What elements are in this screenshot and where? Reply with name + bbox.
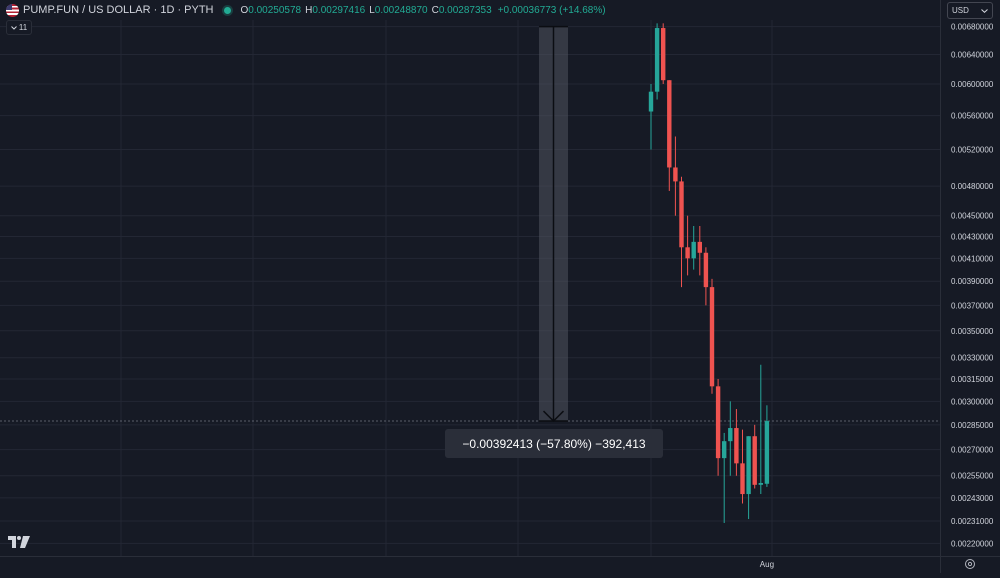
currency-select[interactable]: USD: [947, 2, 993, 19]
price-tick-label: 0.00270000: [951, 446, 994, 455]
time-tick-label: Aug: [760, 560, 774, 569]
open-key: O: [240, 4, 249, 16]
candle-body: [648, 91, 654, 112]
candle-body: [654, 28, 660, 92]
open-value: 0.00250578: [248, 4, 302, 16]
candle-body: [679, 181, 684, 248]
high-key: H: [305, 4, 313, 16]
price-tick-label: 0.00520000: [951, 146, 994, 155]
price-tick-label: 0.00220000: [951, 539, 994, 548]
price-tick-label: 0.00410000: [951, 254, 994, 263]
measure-tool[interactable]: [539, 25, 568, 423]
chevron-down-icon: [981, 8, 988, 13]
close-key: C: [431, 4, 439, 16]
candle-body: [746, 436, 751, 495]
price-tick-label: 0.00231000: [951, 517, 994, 526]
price-tick-label: 0.00680000: [951, 23, 994, 32]
price-tick-label: 0.00480000: [951, 182, 994, 191]
candle-body: [703, 252, 709, 288]
price-tick-label: 0.00560000: [951, 112, 994, 121]
gear-icon[interactable]: [964, 558, 976, 570]
candle-body: [691, 241, 696, 259]
grid: [0, 20, 940, 556]
time-axis[interactable]: Aug: [0, 556, 1000, 570]
currency-label: USD: [952, 6, 969, 15]
price-tick-label: 0.00430000: [951, 233, 994, 242]
price-tick-label: 0.00640000: [951, 50, 994, 59]
candle-body: [709, 287, 715, 387]
candle-body: [734, 428, 739, 464]
ohlc-values: O0.00250578 H0.00297416 L0.00248870 C0.0…: [241, 5, 606, 16]
price-tick-label: 0.00390000: [951, 277, 994, 286]
chart-header: PUMP.FUN / US DOLLAR · 1D · PYTH O0.0025…: [0, 0, 940, 20]
candle-body: [728, 428, 733, 442]
price-tick-label: 0.00350000: [951, 327, 994, 336]
candles: [648, 23, 770, 523]
candle-body: [697, 241, 702, 253]
candle-body: [722, 441, 727, 459]
candle-body: [673, 167, 678, 182]
price-tick-label: 0.00285000: [951, 421, 994, 430]
measure-result-label: −0.00392413 (−57.80%) −392,413: [445, 429, 663, 458]
price-tick-label: 0.00300000: [951, 397, 994, 406]
high-value: 0.00297416: [312, 4, 366, 16]
candle-body: [661, 28, 666, 81]
candle-body: [752, 436, 757, 485]
us-flag-icon: [6, 3, 19, 17]
candle-body: [715, 386, 721, 459]
price-tick-label: 0.00255000: [951, 472, 994, 481]
candle-body: [758, 482, 763, 485]
price-tick-label: 0.00243000: [951, 494, 994, 503]
market-status-icon: [223, 6, 231, 14]
price-tick-label: 0.00600000: [951, 80, 994, 89]
low-key: L: [369, 4, 375, 16]
price-tick-label: 0.00450000: [951, 212, 994, 221]
price-tick-label: 0.00330000: [951, 354, 994, 363]
candle-body: [685, 247, 690, 259]
indicators-count: 11: [18, 23, 28, 32]
measure-arrow-head-icon: [542, 410, 565, 423]
close-value: 0.00287353: [438, 4, 492, 16]
symbol-title[interactable]: PUMP.FUN / US DOLLAR · 1D · PYTH: [23, 4, 214, 16]
candle-body: [764, 421, 770, 484]
price-axis[interactable]: 0.00680000 0.00640000 0.00600000 0.00560000…: [940, 0, 994, 573]
indicators-toggle-button[interactable]: 11: [6, 20, 32, 35]
tradingview-logo-icon[interactable]: [8, 536, 30, 548]
chevron-down-icon: [10, 25, 17, 30]
candle-body: [740, 463, 745, 495]
low-value: 0.00248870: [374, 4, 428, 16]
candle-body: [667, 80, 672, 168]
price-tick-label: 0.00370000: [951, 301, 994, 310]
price-tick-label: 0.00315000: [951, 375, 994, 384]
change-value: +0.00036773 (+14.68%): [497, 4, 606, 16]
